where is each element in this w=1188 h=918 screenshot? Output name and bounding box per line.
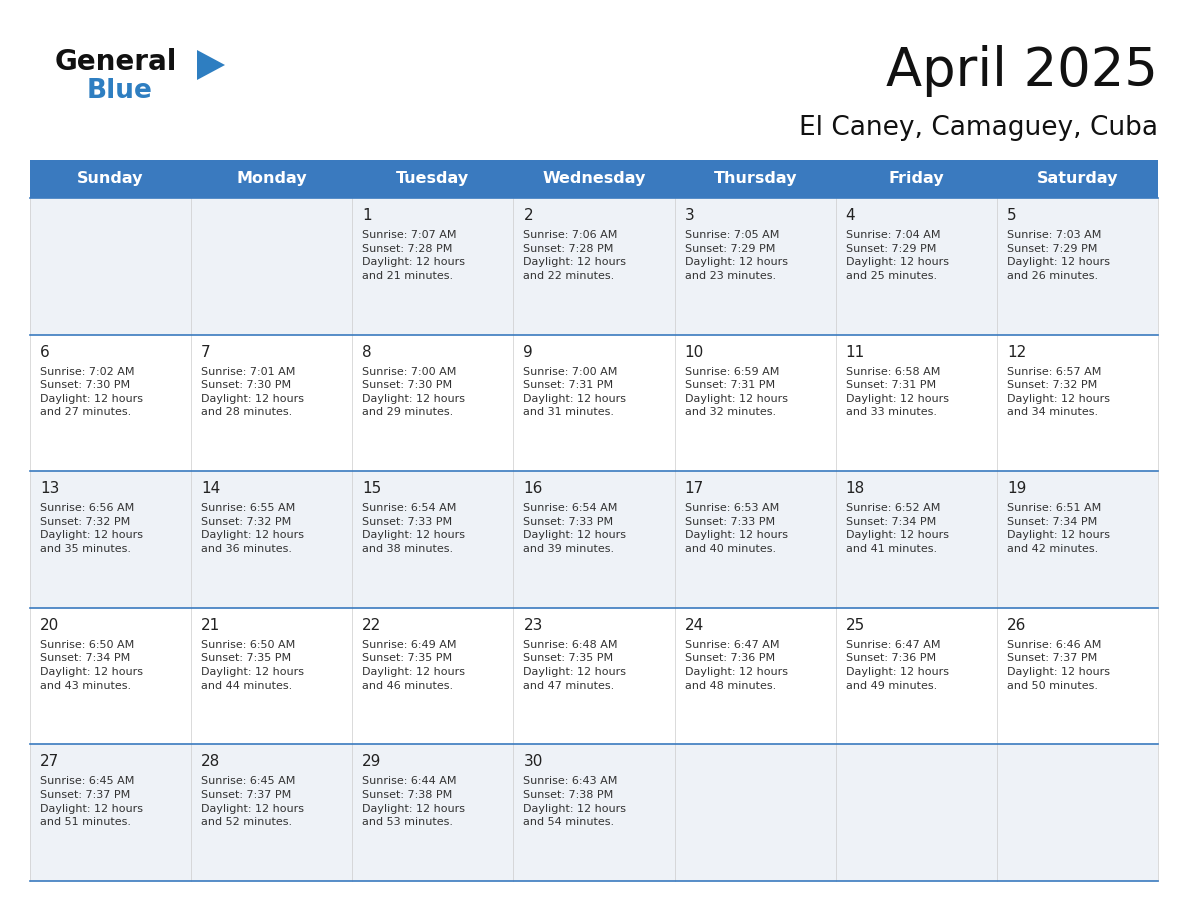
Text: Sunrise: 7:06 AM
Sunset: 7:28 PM
Daylight: 12 hours
and 22 minutes.: Sunrise: 7:06 AM Sunset: 7:28 PM Dayligh… [524, 230, 626, 281]
Bar [30, 744, 1158, 881]
Text: Sunrise: 6:43 AM
Sunset: 7:38 PM
Daylight: 12 hours
and 54 minutes.: Sunrise: 6:43 AM Sunset: 7:38 PM Dayligh… [524, 777, 626, 827]
Text: 11: 11 [846, 344, 865, 360]
Text: 15: 15 [362, 481, 381, 497]
Text: Sunrise: 6:50 AM
Sunset: 7:35 PM
Daylight: 12 hours
and 44 minutes.: Sunrise: 6:50 AM Sunset: 7:35 PM Dayligh… [201, 640, 304, 690]
Text: 23: 23 [524, 618, 543, 633]
Text: Sunrise: 6:53 AM
Sunset: 7:33 PM
Daylight: 12 hours
and 40 minutes.: Sunrise: 6:53 AM Sunset: 7:33 PM Dayligh… [684, 503, 788, 554]
Text: 12: 12 [1007, 344, 1026, 360]
Text: 1: 1 [362, 208, 372, 223]
Text: 21: 21 [201, 618, 221, 633]
Text: Saturday: Saturday [1037, 172, 1118, 186]
Text: 29: 29 [362, 755, 381, 769]
Text: 7: 7 [201, 344, 210, 360]
Text: 30: 30 [524, 755, 543, 769]
Text: 28: 28 [201, 755, 221, 769]
Text: Sunrise: 6:44 AM
Sunset: 7:38 PM
Daylight: 12 hours
and 53 minutes.: Sunrise: 6:44 AM Sunset: 7:38 PM Dayligh… [362, 777, 466, 827]
Text: 6: 6 [40, 344, 50, 360]
Text: Sunrise: 7:05 AM
Sunset: 7:29 PM
Daylight: 12 hours
and 23 minutes.: Sunrise: 7:05 AM Sunset: 7:29 PM Dayligh… [684, 230, 788, 281]
Text: Sunrise: 6:54 AM
Sunset: 7:33 PM
Daylight: 12 hours
and 38 minutes.: Sunrise: 6:54 AM Sunset: 7:33 PM Dayligh… [362, 503, 466, 554]
Text: 5: 5 [1007, 208, 1017, 223]
Text: 16: 16 [524, 481, 543, 497]
Text: Sunrise: 6:47 AM
Sunset: 7:36 PM
Daylight: 12 hours
and 49 minutes.: Sunrise: 6:47 AM Sunset: 7:36 PM Dayligh… [846, 640, 949, 690]
Text: 20: 20 [40, 618, 59, 633]
Text: Monday: Monday [236, 172, 307, 186]
Text: Sunrise: 7:03 AM
Sunset: 7:29 PM
Daylight: 12 hours
and 26 minutes.: Sunrise: 7:03 AM Sunset: 7:29 PM Dayligh… [1007, 230, 1110, 281]
Bar [675, 160, 835, 198]
Text: Sunrise: 6:59 AM
Sunset: 7:31 PM
Daylight: 12 hours
and 32 minutes.: Sunrise: 6:59 AM Sunset: 7:31 PM Dayligh… [684, 366, 788, 418]
Text: Sunrise: 6:51 AM
Sunset: 7:34 PM
Daylight: 12 hours
and 42 minutes.: Sunrise: 6:51 AM Sunset: 7:34 PM Dayligh… [1007, 503, 1110, 554]
Text: Sunrise: 6:57 AM
Sunset: 7:32 PM
Daylight: 12 hours
and 34 minutes.: Sunrise: 6:57 AM Sunset: 7:32 PM Dayligh… [1007, 366, 1110, 418]
Text: Tuesday: Tuesday [397, 172, 469, 186]
Text: Sunrise: 6:50 AM
Sunset: 7:34 PM
Daylight: 12 hours
and 43 minutes.: Sunrise: 6:50 AM Sunset: 7:34 PM Dayligh… [40, 640, 143, 690]
Text: General: General [55, 48, 177, 76]
Text: Sunrise: 7:01 AM
Sunset: 7:30 PM
Daylight: 12 hours
and 28 minutes.: Sunrise: 7:01 AM Sunset: 7:30 PM Dayligh… [201, 366, 304, 418]
Text: Friday: Friday [889, 172, 944, 186]
Bar [30, 471, 1158, 608]
Text: Sunrise: 6:45 AM
Sunset: 7:37 PM
Daylight: 12 hours
and 51 minutes.: Sunrise: 6:45 AM Sunset: 7:37 PM Dayligh… [40, 777, 143, 827]
Text: April 2025: April 2025 [886, 45, 1158, 97]
Bar [30, 198, 1158, 334]
Bar [30, 160, 191, 198]
Text: Sunrise: 7:07 AM
Sunset: 7:28 PM
Daylight: 12 hours
and 21 minutes.: Sunrise: 7:07 AM Sunset: 7:28 PM Dayligh… [362, 230, 466, 281]
Polygon shape [197, 50, 225, 80]
Bar [835, 160, 997, 198]
Text: 3: 3 [684, 208, 694, 223]
Text: 24: 24 [684, 618, 703, 633]
Text: 14: 14 [201, 481, 221, 497]
Bar [997, 160, 1158, 198]
Text: 8: 8 [362, 344, 372, 360]
Text: 25: 25 [846, 618, 865, 633]
Text: 22: 22 [362, 618, 381, 633]
Text: Sunrise: 6:46 AM
Sunset: 7:37 PM
Daylight: 12 hours
and 50 minutes.: Sunrise: 6:46 AM Sunset: 7:37 PM Dayligh… [1007, 640, 1110, 690]
Text: Sunrise: 6:58 AM
Sunset: 7:31 PM
Daylight: 12 hours
and 33 minutes.: Sunrise: 6:58 AM Sunset: 7:31 PM Dayligh… [846, 366, 949, 418]
Bar [353, 160, 513, 198]
Bar [30, 334, 1158, 471]
Text: 9: 9 [524, 344, 533, 360]
Text: El Caney, Camaguey, Cuba: El Caney, Camaguey, Cuba [800, 115, 1158, 141]
Text: Sunrise: 6:49 AM
Sunset: 7:35 PM
Daylight: 12 hours
and 46 minutes.: Sunrise: 6:49 AM Sunset: 7:35 PM Dayligh… [362, 640, 466, 690]
Text: Sunrise: 6:52 AM
Sunset: 7:34 PM
Daylight: 12 hours
and 41 minutes.: Sunrise: 6:52 AM Sunset: 7:34 PM Dayligh… [846, 503, 949, 554]
Text: 10: 10 [684, 344, 703, 360]
Text: 27: 27 [40, 755, 59, 769]
Text: Sunrise: 7:00 AM
Sunset: 7:30 PM
Daylight: 12 hours
and 29 minutes.: Sunrise: 7:00 AM Sunset: 7:30 PM Dayligh… [362, 366, 466, 418]
Bar [191, 160, 353, 198]
Text: Thursday: Thursday [713, 172, 797, 186]
Text: Wednesday: Wednesday [542, 172, 646, 186]
Text: Sunrise: 6:56 AM
Sunset: 7:32 PM
Daylight: 12 hours
and 35 minutes.: Sunrise: 6:56 AM Sunset: 7:32 PM Dayligh… [40, 503, 143, 554]
Text: 17: 17 [684, 481, 703, 497]
Text: 4: 4 [846, 208, 855, 223]
Text: Sunrise: 6:48 AM
Sunset: 7:35 PM
Daylight: 12 hours
and 47 minutes.: Sunrise: 6:48 AM Sunset: 7:35 PM Dayligh… [524, 640, 626, 690]
Text: 13: 13 [40, 481, 59, 497]
Text: Sunrise: 6:54 AM
Sunset: 7:33 PM
Daylight: 12 hours
and 39 minutes.: Sunrise: 6:54 AM Sunset: 7:33 PM Dayligh… [524, 503, 626, 554]
Text: Sunrise: 7:04 AM
Sunset: 7:29 PM
Daylight: 12 hours
and 25 minutes.: Sunrise: 7:04 AM Sunset: 7:29 PM Dayligh… [846, 230, 949, 281]
Text: Sunrise: 6:45 AM
Sunset: 7:37 PM
Daylight: 12 hours
and 52 minutes.: Sunrise: 6:45 AM Sunset: 7:37 PM Dayligh… [201, 777, 304, 827]
Text: Blue: Blue [87, 78, 153, 104]
Text: Sunrise: 6:55 AM
Sunset: 7:32 PM
Daylight: 12 hours
and 36 minutes.: Sunrise: 6:55 AM Sunset: 7:32 PM Dayligh… [201, 503, 304, 554]
Text: Sunrise: 7:00 AM
Sunset: 7:31 PM
Daylight: 12 hours
and 31 minutes.: Sunrise: 7:00 AM Sunset: 7:31 PM Dayligh… [524, 366, 626, 418]
Text: 26: 26 [1007, 618, 1026, 633]
Text: 2: 2 [524, 208, 533, 223]
Text: 18: 18 [846, 481, 865, 497]
Text: 19: 19 [1007, 481, 1026, 497]
Text: Sunrise: 7:02 AM
Sunset: 7:30 PM
Daylight: 12 hours
and 27 minutes.: Sunrise: 7:02 AM Sunset: 7:30 PM Dayligh… [40, 366, 143, 418]
Text: Sunrise: 6:47 AM
Sunset: 7:36 PM
Daylight: 12 hours
and 48 minutes.: Sunrise: 6:47 AM Sunset: 7:36 PM Dayligh… [684, 640, 788, 690]
Bar [30, 608, 1158, 744]
Text: Sunday: Sunday [77, 172, 144, 186]
Bar [513, 160, 675, 198]
